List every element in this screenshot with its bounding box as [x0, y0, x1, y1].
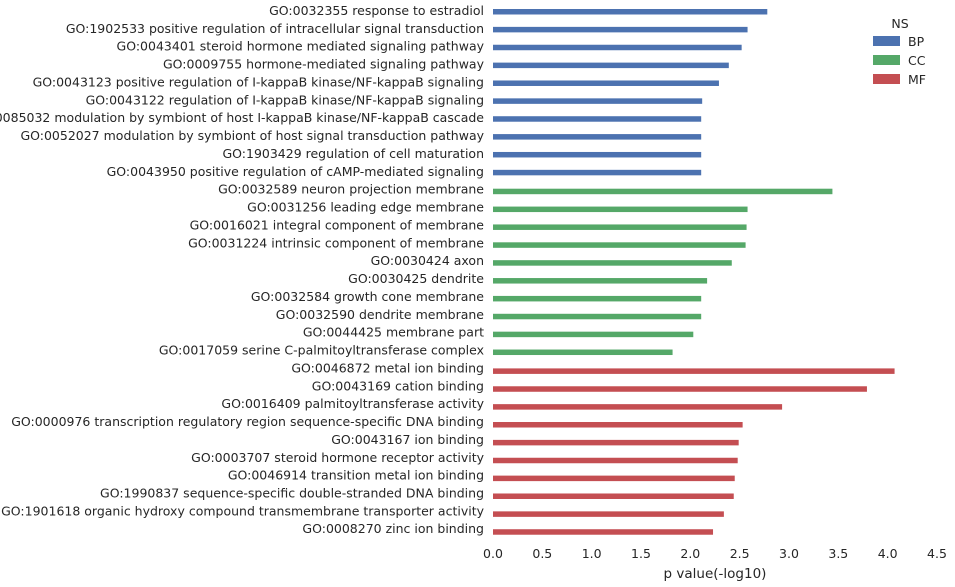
bar-cc-15 [493, 260, 732, 266]
legend-swatch-cc [873, 55, 900, 65]
x-tick-label: 0.5 [532, 546, 552, 561]
bar-mf-26 [493, 457, 738, 464]
y-tick-label: GO:1990837 sequence-specific double-stra… [100, 485, 484, 500]
y-tick-label: GO:0044425 membrane part [303, 325, 484, 340]
y-tick-label: GO:0052027 modulation by symbiont of hos… [20, 128, 484, 143]
legend-title: NS [891, 16, 908, 31]
bar-bp-10 [493, 169, 702, 176]
y-tick-label: GO:0046872 metal ion binding [291, 360, 484, 375]
y-tick-label: GO:0043169 cation binding [312, 378, 484, 393]
x-tick-label: 4.0 [878, 546, 898, 561]
legend-swatch-bp [873, 36, 900, 46]
bar-bp-8 [493, 134, 702, 140]
x-tick-label: 4.5 [927, 546, 947, 561]
y-tick-label: GO:0031256 leading edge membrane [247, 200, 484, 215]
y-tick-label: GO:0085032 modulation by symbiont of hos… [0, 110, 484, 125]
x-tick-label: 2.0 [680, 546, 700, 561]
x-tick-label: 1.0 [582, 546, 602, 561]
y-tick-label: GO:0009755 hormone-mediated signaling pa… [163, 57, 485, 72]
y-tick-label: GO:1902533 positive regulation of intrac… [66, 21, 484, 36]
bar-cc-19 [493, 331, 694, 338]
x-tick-label: 3.5 [828, 546, 848, 561]
y-tick-label: GO:0017059 serine C-palmitoyltransferase… [159, 343, 484, 358]
x-tick-label: 1.5 [631, 546, 651, 561]
x-tick-labels: 0.0 0.5 1.0 1.5 2.0 2.5 3.0 3.5 4.0 4.5 [483, 546, 947, 561]
y-tick-label: GO:0032589 neuron projection membrane [218, 182, 484, 197]
y-tick-label: GO:1901618 organic hydroxy compound tran… [1, 503, 484, 518]
y-tick-label: GO:1903429 regulation of cell maturation [222, 146, 484, 161]
y-tick-label: GO:0032590 dendrite membrane [276, 307, 485, 322]
legend: NS BP CC MF [873, 16, 926, 87]
y-tick-label: GO:0043401 steroid hormone mediated sign… [117, 39, 485, 54]
legend-items: BP CC MF [873, 34, 926, 87]
bar-cc-12 [493, 206, 748, 213]
y-tick-label: GO:0008270 zinc ion binding [302, 521, 484, 536]
bar-mf-30 [493, 529, 714, 535]
y-tick-label: GO:0016409 palmitoyltransferase activity [221, 396, 484, 411]
bar-cc-13 [493, 224, 747, 230]
y-tick-label: GO:0016021 integral component of membran… [190, 217, 485, 232]
y-tick-label: GO:0043123 positive regulation of I-kapp… [33, 74, 484, 89]
bar-mf-21 [493, 368, 895, 374]
bar-cc-16 [493, 278, 708, 284]
bar-bp-2 [493, 26, 748, 33]
bar-bp-9 [493, 151, 702, 158]
y-tick-label: GO:0046914 transition metal ion binding [228, 468, 484, 483]
x-tick-label: 3.0 [779, 546, 799, 561]
bar-bp-6 [493, 98, 703, 104]
bar-cc-20 [493, 349, 673, 356]
bar-mf-23 [493, 404, 783, 410]
x-tick-label: 0.0 [483, 546, 503, 561]
y-tick-label: GO:0043122 regulation of I-kappaB kinase… [86, 92, 484, 107]
x-axis-label: p value(-log10) [664, 566, 767, 582]
y-tick-label: GO:0030424 axon [371, 253, 484, 268]
legend-label-bp: BP [908, 34, 925, 49]
bar-bp-4 [493, 62, 729, 69]
bar-mf-27 [493, 475, 735, 482]
bar-cc-18 [493, 313, 702, 320]
bars-layer [493, 9, 895, 535]
y-tick-label: GO:0030425 dendrite [348, 271, 484, 286]
bar-cc-17 [493, 295, 702, 302]
x-tick-label: 2.5 [730, 546, 750, 561]
bar-mf-25 [493, 439, 739, 446]
bar-bp-3 [493, 44, 742, 51]
y-tick-label: GO:0032355 response to estradiol [269, 3, 484, 18]
bar-mf-28 [493, 493, 734, 499]
y-tick-label: GO:0003707 steroid hormone receptor acti… [191, 450, 484, 465]
legend-label-cc: CC [908, 53, 926, 68]
bar-mf-22 [493, 386, 867, 392]
legend-label-mf: MF [908, 72, 926, 87]
bar-cc-11 [493, 188, 833, 195]
y-tick-label: GO:0000976 transcription regulatory regi… [11, 414, 484, 429]
bar-mf-24 [493, 422, 743, 428]
legend-swatch-mf [873, 74, 900, 84]
y-tick-label: GO:0031224 intrinsic component of membra… [188, 235, 484, 250]
bar-bp-7 [493, 116, 702, 122]
y-tick-label: GO:0043167 ion binding [331, 432, 484, 447]
bar-bp-5 [493, 80, 719, 86]
y-tick-label: GO:0032584 growth cone membrane [251, 289, 484, 304]
y-tick-label: GO:0043950 positive regulation of cAMP-m… [107, 164, 484, 179]
bar-mf-29 [493, 511, 724, 517]
y-tick-labels: GO:0032355 response to estradiol GO:19025… [0, 3, 485, 536]
bar-cc-14 [493, 242, 746, 248]
bar-bp-1 [493, 9, 768, 15]
